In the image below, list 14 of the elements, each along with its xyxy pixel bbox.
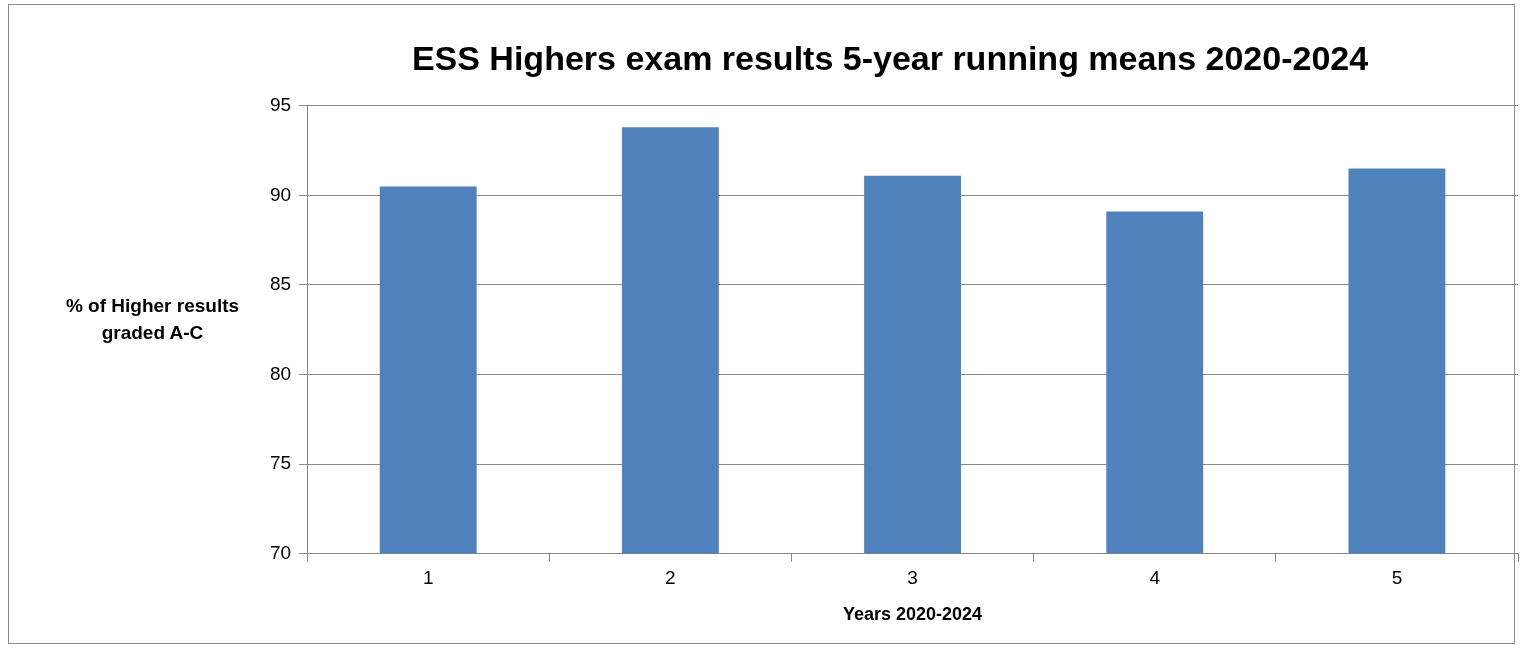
x-tick-label: 3 [907,567,918,589]
y-tick-label: 80 [269,362,292,384]
x-tick-label: 1 [422,567,434,589]
y-tick-label: 75 [269,452,292,474]
x-tick-label: 4 [1149,567,1161,589]
y-tick-label: 70 [269,541,292,563]
x-tick-label: 5 [1391,567,1403,589]
y-tick-label: 95 [269,94,292,116]
x-axis-title: Years 2020-2024 [843,604,983,625]
y-tick-label: 90 [269,183,292,205]
chart-title: ESS Highers exam results 5-year running means 2020-2024 [411,38,1369,77]
y-tick-label: 85 [269,273,292,295]
x-tick-label: 2 [665,567,676,589]
y-axis-title: % of Higher results graded A-C [64,294,241,345]
